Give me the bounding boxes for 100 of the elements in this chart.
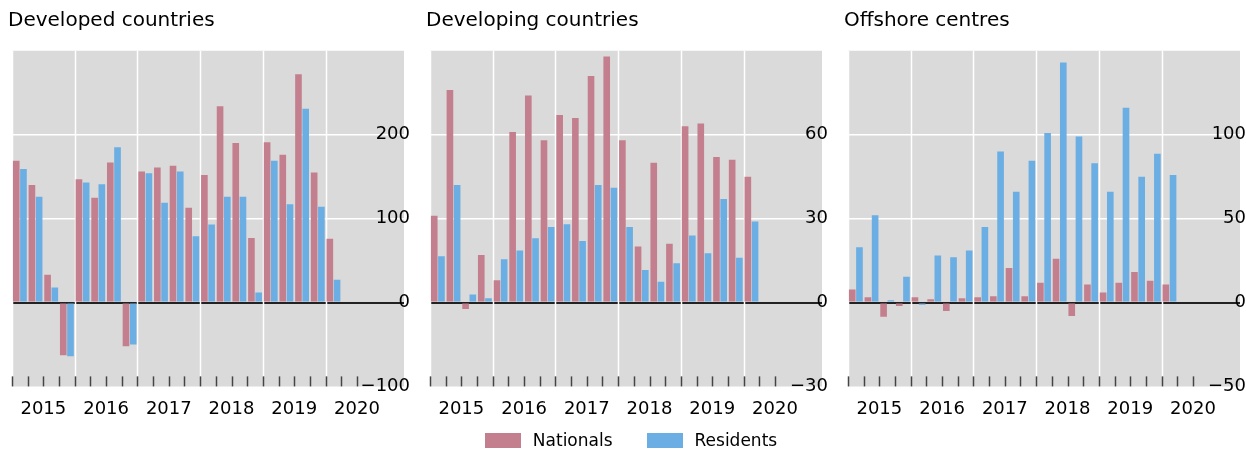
bar xyxy=(540,140,548,302)
bar xyxy=(1005,268,1013,302)
bar xyxy=(572,117,579,302)
bar xyxy=(232,143,240,302)
y-tick-label: −30 xyxy=(790,374,828,396)
bar xyxy=(990,296,997,302)
bar xyxy=(216,106,224,302)
y-tick-label: 100 xyxy=(1211,122,1246,144)
bar xyxy=(525,95,532,302)
bar xyxy=(318,206,325,302)
bar xyxy=(911,297,919,302)
bar xyxy=(927,299,934,302)
bar xyxy=(634,246,642,302)
y-tick-label: 0 xyxy=(398,290,410,312)
bar xyxy=(161,202,168,302)
bar xyxy=(587,75,595,302)
bar xyxy=(286,204,294,302)
bar xyxy=(728,159,736,302)
bar xyxy=(185,207,193,302)
bar xyxy=(310,172,318,302)
x-tick-label: 2015 xyxy=(438,396,485,418)
bar xyxy=(493,280,501,302)
bar xyxy=(154,167,161,302)
bar xyxy=(35,196,43,302)
y-tick-label: 0 xyxy=(816,290,828,312)
bar xyxy=(594,185,602,302)
bar xyxy=(1084,284,1091,302)
bar xyxy=(1154,153,1161,302)
bar xyxy=(965,250,973,302)
x-tick-label: 2016 xyxy=(919,396,965,418)
bar xyxy=(129,303,137,345)
bar xyxy=(44,274,51,302)
bar xyxy=(1122,107,1130,302)
y-tick-label: 200 xyxy=(375,122,410,144)
bar xyxy=(603,56,611,302)
bar xyxy=(98,184,106,302)
legend-label: Residents xyxy=(694,430,778,450)
bar xyxy=(28,185,36,302)
x-tick-label: 2020 xyxy=(752,396,798,418)
bar xyxy=(1021,296,1029,302)
bar xyxy=(1091,163,1098,302)
bar xyxy=(744,176,752,302)
x-tick-label: 2016 xyxy=(501,396,547,418)
bar xyxy=(271,160,278,302)
bar xyxy=(697,123,705,302)
bar xyxy=(295,74,302,302)
bar xyxy=(516,250,524,302)
bar xyxy=(704,253,712,302)
bar xyxy=(20,169,27,302)
bar xyxy=(1068,303,1076,316)
bar xyxy=(51,287,59,302)
bar xyxy=(75,179,83,302)
bar xyxy=(430,215,438,302)
y-tick-label: −100 xyxy=(360,374,410,396)
bar xyxy=(208,224,215,302)
bar xyxy=(547,226,555,302)
bar xyxy=(67,303,74,357)
bar xyxy=(223,196,231,302)
x-tick-label: 2020 xyxy=(1170,396,1216,418)
bar xyxy=(720,199,727,302)
bar xyxy=(1131,271,1138,302)
x-tick-label: 2019 xyxy=(689,396,736,418)
bar xyxy=(673,263,680,302)
bar xyxy=(453,185,461,302)
bar xyxy=(91,197,98,302)
x-tick-label: 2019 xyxy=(1107,396,1154,418)
bar xyxy=(1138,176,1145,302)
bar xyxy=(263,142,271,302)
bar xyxy=(145,173,153,302)
bar xyxy=(201,174,208,302)
bar xyxy=(239,196,247,302)
x-tick-label: 2015 xyxy=(20,396,67,418)
bar xyxy=(848,289,856,302)
bar xyxy=(880,303,887,317)
x-tick-label: 2016 xyxy=(83,396,129,418)
bar xyxy=(469,294,477,302)
bar xyxy=(326,238,334,302)
y-tick-label: 50 xyxy=(1223,206,1246,228)
chart-title: Developed countries xyxy=(8,6,216,33)
bar xyxy=(1099,292,1107,302)
chart-title: Offshore centres xyxy=(844,6,1011,33)
bar xyxy=(579,240,586,302)
bar xyxy=(532,238,539,302)
bar xyxy=(500,259,508,302)
bar xyxy=(248,237,255,302)
y-tick-label: −50 xyxy=(1208,374,1246,396)
y-tick-label: 30 xyxy=(805,206,828,228)
bar xyxy=(681,126,689,302)
bar xyxy=(333,279,341,302)
bar xyxy=(997,151,1004,302)
x-tick-label: 2018 xyxy=(208,396,255,418)
bar xyxy=(958,298,966,302)
bar xyxy=(485,298,492,302)
bar xyxy=(903,276,910,302)
bar xyxy=(563,224,571,302)
bar xyxy=(1075,136,1083,302)
bar xyxy=(974,297,981,302)
bar xyxy=(302,108,309,302)
x-tick-label: 2017 xyxy=(563,396,610,418)
bar xyxy=(856,247,863,302)
